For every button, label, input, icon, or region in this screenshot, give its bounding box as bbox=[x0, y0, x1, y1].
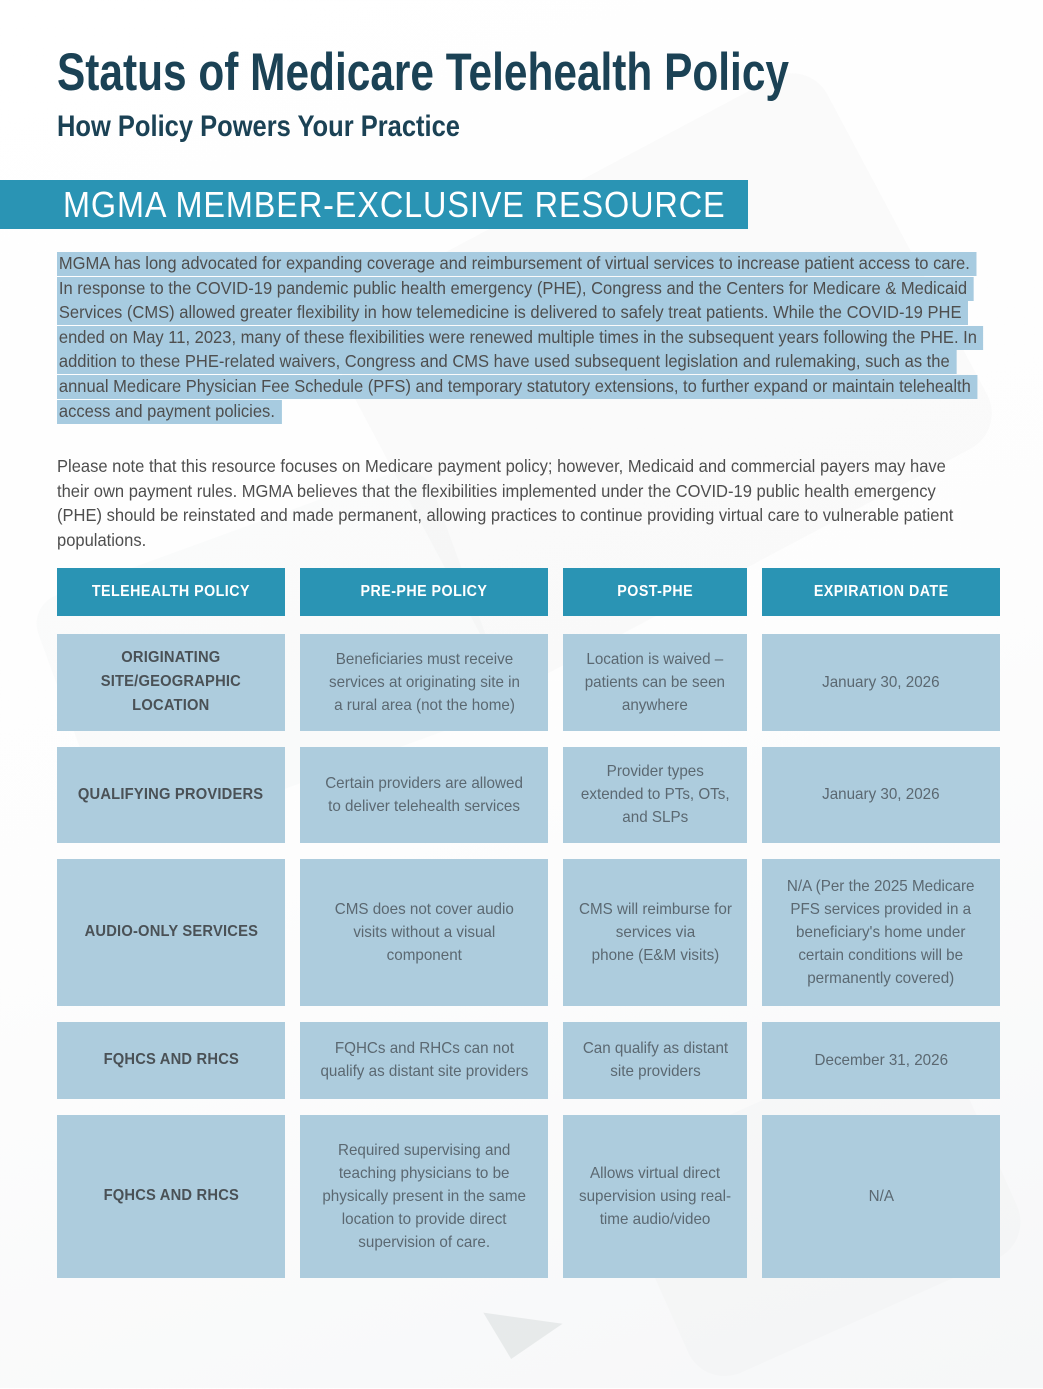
text-line: In response to the COVID-19 pandemic pub… bbox=[57, 276, 1043, 301]
cell-text: ORIGINATING SITE/GEOGRAPHIC LOCATION bbox=[100, 649, 242, 715]
cell-text: FQHCs and RHCs can not qualify as distan… bbox=[320, 1040, 528, 1081]
banner-text: MGMA MEMBER-EXCLUSIVE RESOURCE bbox=[63, 183, 726, 225]
cell-pre-phe: Beneficiaries must receive services at o… bbox=[300, 633, 548, 731]
header-label: PRE-PHE POLICY bbox=[360, 582, 488, 600]
cell-text: N/A (Per the 2025 Medicare PFS services … bbox=[787, 877, 975, 987]
cell-expiration: December 31, 2026 bbox=[762, 1021, 1000, 1099]
cell-text: January 30, 2026 bbox=[822, 786, 940, 804]
background-watermark-triangle bbox=[477, 1312, 563, 1366]
header-cell-pre-phe-policy: PRE-PHE POLICY bbox=[300, 567, 548, 616]
table-row: ORIGINATING SITE/GEOGRAPHIC LOCATION Bene… bbox=[57, 633, 1043, 731]
text-line: Please note that this resource focuses o… bbox=[57, 456, 946, 477]
cell-text: CMS will reimburse for services via phon… bbox=[578, 900, 732, 964]
text-line: MGMA has long advocated for expanding co… bbox=[57, 251, 1043, 276]
cell-text: Beneficiaries must receive services at o… bbox=[328, 650, 520, 714]
table-row: FQHCS AND RHCS Required supervising and t… bbox=[57, 1114, 1043, 1278]
page-title: Status of Medicare Telehealth Policy bbox=[57, 43, 790, 102]
text-line: annual Medicare Physician Fee Schedule (… bbox=[57, 374, 1043, 399]
table-row: AUDIO-ONLY SERVICES CMS does not cover au… bbox=[57, 858, 1043, 1006]
cell-pre-phe: CMS does not cover audio visits without … bbox=[300, 858, 548, 1006]
text-line: populations. bbox=[57, 529, 147, 550]
cell-post-phe: Allows virtual direct supervision using … bbox=[563, 1114, 747, 1278]
header-cell-telehealth-policy: TELEHEALTH POLICY bbox=[57, 567, 285, 616]
header-label: TELEHEALTH POLICY bbox=[91, 582, 251, 600]
cell-text: Allows virtual direct supervision using … bbox=[578, 1164, 732, 1228]
cell-pre-phe: Required supervising and teaching physic… bbox=[300, 1114, 548, 1278]
cell-text: Location is waived – patients can be see… bbox=[584, 650, 726, 714]
cell-text: Provider types extended to PTs, OTs, and… bbox=[580, 763, 730, 827]
page: Status of Medicare Telehealth Policy How… bbox=[0, 46, 1043, 1278]
cell-policy: QUALIFYING PROVIDERS bbox=[57, 746, 285, 843]
text-line: Services (CMS) allowed greater flexibili… bbox=[57, 300, 1043, 326]
policy-table: TELEHEALTH POLICY PRE-PHE POLICY POST-PH… bbox=[0, 567, 1043, 1278]
cell-text: Can qualify as distant site providers bbox=[582, 1040, 728, 1081]
policy-table-body: ORIGINATING SITE/GEOGRAPHIC LOCATION Bene… bbox=[0, 633, 1043, 1278]
policy-table-header: TELEHEALTH POLICY PRE-PHE POLICY POST-PH… bbox=[57, 567, 1043, 616]
cell-pre-phe: Certain providers are allowed to deliver… bbox=[300, 746, 548, 843]
cell-post-phe: Can qualify as distant site providers bbox=[563, 1021, 747, 1099]
member-exclusive-banner: MGMA MEMBER-EXCLUSIVE RESOURCE bbox=[0, 180, 748, 229]
cell-text: QUALIFYING PROVIDERS bbox=[78, 785, 264, 803]
table-row: FQHCS AND RHCS FQHCs and RHCs can not qua… bbox=[57, 1021, 1043, 1099]
header-label: EXPIRATION DATE bbox=[813, 582, 949, 600]
cell-post-phe: CMS will reimburse for services via phon… bbox=[563, 858, 747, 1006]
text-line: ended on May 11, 2023, many of these fle… bbox=[57, 325, 1043, 350]
cell-text: Certain providers are allowed to deliver… bbox=[325, 774, 523, 815]
header-label: POST-PHE bbox=[617, 582, 693, 600]
intro-paragraph-highlighted: MGMA has long advocated for expanding co… bbox=[57, 251, 1043, 424]
cell-expiration: January 30, 2026 bbox=[762, 633, 1000, 731]
text-line: addition to these PHE-related waivers, C… bbox=[57, 349, 1043, 375]
cell-text: CMS does not cover audio visits without … bbox=[334, 900, 514, 964]
cell-text: N/A bbox=[868, 1187, 894, 1205]
cell-post-phe: Provider types extended to PTs, OTs, and… bbox=[563, 746, 747, 843]
note-paragraph: Please note that this resource focuses o… bbox=[57, 454, 1043, 552]
page-subtitle: How Policy Powers Your Practice bbox=[57, 110, 460, 143]
text-line: (PHE) should be reinstated and made perm… bbox=[57, 505, 954, 526]
header-cell-expiration-date: EXPIRATION DATE bbox=[762, 567, 1000, 616]
cell-text: Required supervising and teaching physic… bbox=[322, 1141, 526, 1251]
cell-expiration: N/A (Per the 2025 Medicare PFS services … bbox=[762, 858, 1000, 1006]
cell-policy: FQHCS AND RHCS bbox=[57, 1021, 285, 1099]
cell-text: FQHCS AND RHCS bbox=[103, 1187, 239, 1205]
cell-policy: ORIGINATING SITE/GEOGRAPHIC LOCATION bbox=[57, 633, 285, 731]
table-row: QUALIFYING PROVIDERS Certain providers ar… bbox=[57, 746, 1043, 843]
text-line: access and payment policies. bbox=[57, 399, 1043, 424]
cell-text: January 30, 2026 bbox=[822, 673, 940, 691]
cell-policy: FQHCS AND RHCS bbox=[57, 1114, 285, 1278]
cell-expiration: N/A bbox=[762, 1114, 1000, 1278]
text-line: their own payment rules. MGMA believes t… bbox=[57, 480, 936, 501]
cell-pre-phe: FQHCs and RHCs can not qualify as distan… bbox=[300, 1021, 548, 1099]
cell-expiration: January 30, 2026 bbox=[762, 746, 1000, 843]
cell-post-phe: Location is waived – patients can be see… bbox=[563, 633, 747, 731]
cell-text: December 31, 2026 bbox=[814, 1051, 948, 1069]
header-cell-post-phe: POST-PHE bbox=[563, 567, 747, 616]
cell-text: AUDIO-ONLY SERVICES bbox=[84, 923, 258, 941]
cell-policy: AUDIO-ONLY SERVICES bbox=[57, 858, 285, 1006]
cell-text: FQHCS AND RHCS bbox=[103, 1051, 239, 1069]
